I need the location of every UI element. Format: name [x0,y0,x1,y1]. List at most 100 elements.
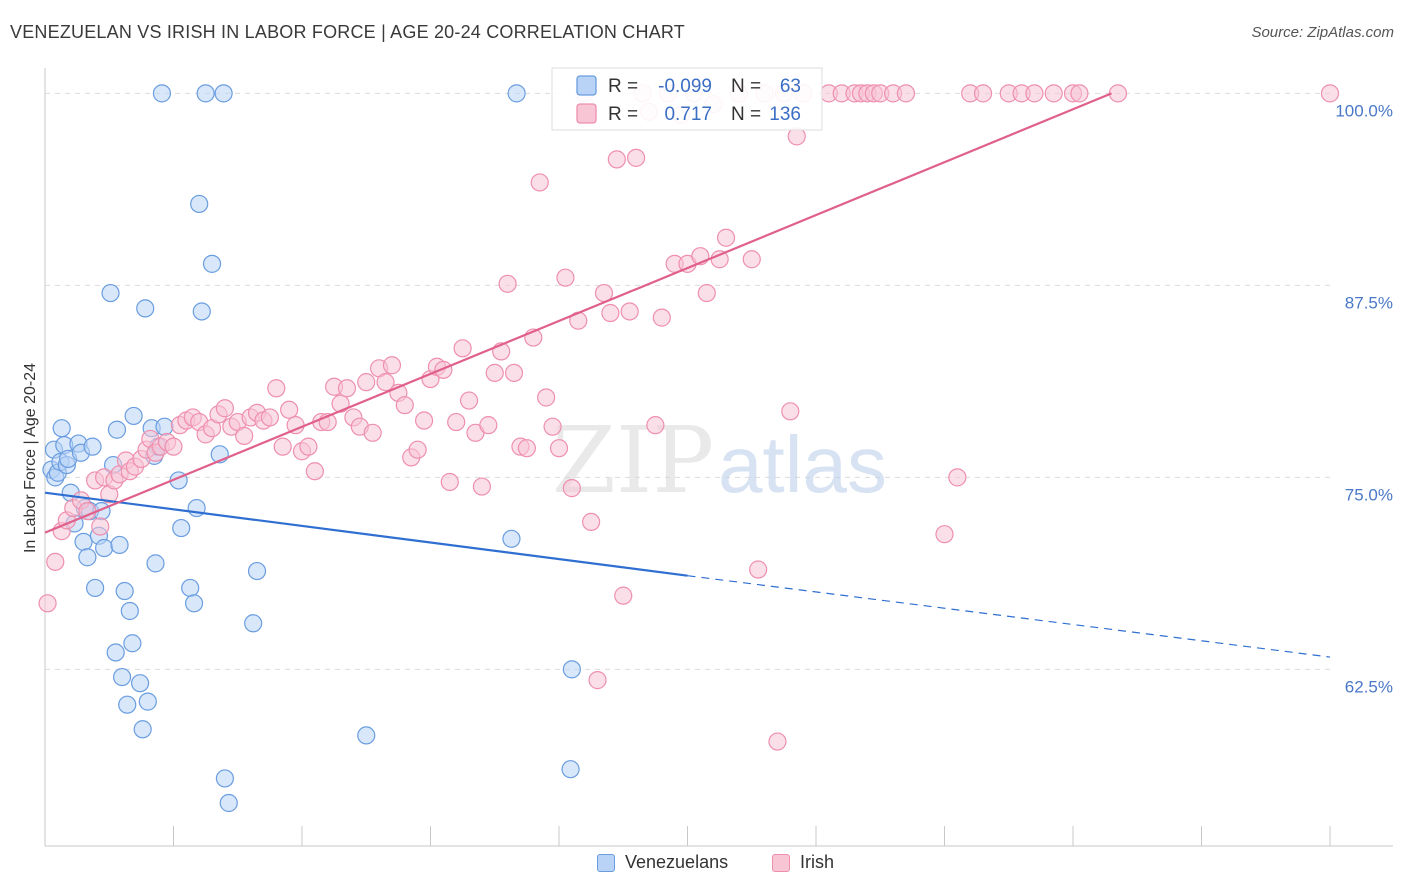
irish-point [331,394,350,413]
stats-n-value: 63 [780,76,801,97]
irish-point [1108,84,1128,103]
irish-point [260,408,279,427]
venezuelan-point [196,84,215,103]
irish-point [607,150,626,169]
irish-point [1044,84,1063,103]
irish-point [601,303,620,323]
stats-r-value: 0.717 [664,104,712,125]
irish-point [376,373,395,392]
chart-title: VENEZUELAN VS IRISH IN LABOR FORCE | AGE… [10,22,685,42]
grid-lines: 100.0% 87.5% 75.0% 62.5% [45,92,1393,696]
chart-source: Source: ZipAtlas.com [1251,24,1394,41]
legend-label-venezuelans: Venezuelans [625,852,729,872]
venezuelan-point [357,726,376,745]
irish-point [472,477,491,496]
venezuelan-point [120,601,139,621]
y-tick-label: 62.5% [1345,677,1393,696]
irish-point [485,363,504,383]
irish-point [459,391,479,410]
venezuelan-point [86,578,105,598]
data-points [38,84,1340,813]
stats-n-label: N = [731,104,761,125]
venezuelan-point [136,299,155,318]
irish-point [280,400,299,419]
irish-point [562,479,581,498]
venezuelans-trend-line [44,491,688,577]
irish-point [588,671,607,690]
venezuelan-point [502,529,521,548]
irish-point [646,416,665,435]
venezuelan-point [181,578,200,598]
irish-point [408,440,427,459]
irish-point [973,84,993,103]
stats-legend: R = -0.099 N = 63 R = 0.717 N = 136 [551,67,823,131]
irish-point [46,552,65,571]
venezuelan-point [115,581,134,601]
venezuelan-point [133,720,152,739]
irish-point [440,472,459,492]
bottom-legend: Venezuelans Irish [0,852,1406,880]
venezuelan-point [215,769,234,788]
watermark: ZIP atlas [552,407,887,514]
irish-swatch [772,853,790,872]
irish-point [91,517,110,536]
irish-point [235,426,254,445]
irish-point [543,417,562,436]
venezuelan-point [561,760,580,779]
venezuelan-point [152,84,172,103]
venezuelan-point [52,419,71,438]
venezuelan-point [562,660,581,679]
venezuelan-point [83,437,102,456]
irish-point [620,302,639,321]
venezuelan-point [244,614,263,633]
irish-point [38,594,57,613]
venezuelan-point [112,667,132,687]
irish-point [537,388,556,407]
irish-point [414,411,434,430]
venezuelan-point [247,561,267,581]
venezuelan-point [107,420,127,439]
venezuelan-point [123,634,142,653]
irish-point [273,437,292,456]
legend-label-irish: Irish [800,852,835,872]
irish-point [447,412,466,432]
irish-point [626,148,646,167]
irish-point [504,363,524,383]
irish-point [556,268,575,287]
legend-item-irish[interactable]: Irish [772,852,834,873]
venezuelan-point [190,194,209,214]
venezuelan-point [74,532,93,551]
irish-point [549,439,569,458]
venezuelan-point [130,674,150,693]
irish-point [781,402,800,421]
y-tick-label: 87.5% [1345,293,1393,312]
irish-point [357,373,376,392]
stats-legend-box [551,67,823,131]
irish-point [768,732,787,751]
irish-point [582,512,601,532]
venezuelan-point [507,84,526,103]
stats-r-label: R = [608,76,638,97]
stats-n-label: N = [731,76,761,97]
irish-point [305,462,324,481]
venezuelan-point [138,692,157,711]
irish-point [716,228,736,247]
venezuelan-point [124,406,143,426]
trend-lines [44,92,1331,658]
venezuelan-point [95,538,114,558]
irish-point [453,339,472,358]
irish-point [498,274,517,293]
irish-point [896,84,916,103]
venezuelan-point [110,535,129,555]
irish-point [395,396,414,415]
irish-point [299,437,318,456]
venezuelan-point [78,548,97,567]
irish-point [530,173,549,192]
venezuelan-point [155,417,174,436]
venezuelans-swatch [597,853,615,872]
irish-point [479,416,498,435]
legend-item-venezuelans[interactable]: Venezuelans [597,852,728,873]
venezuelan-point [202,254,222,273]
y-tick-label: 100.0% [1335,101,1393,120]
irish-point [749,560,768,579]
